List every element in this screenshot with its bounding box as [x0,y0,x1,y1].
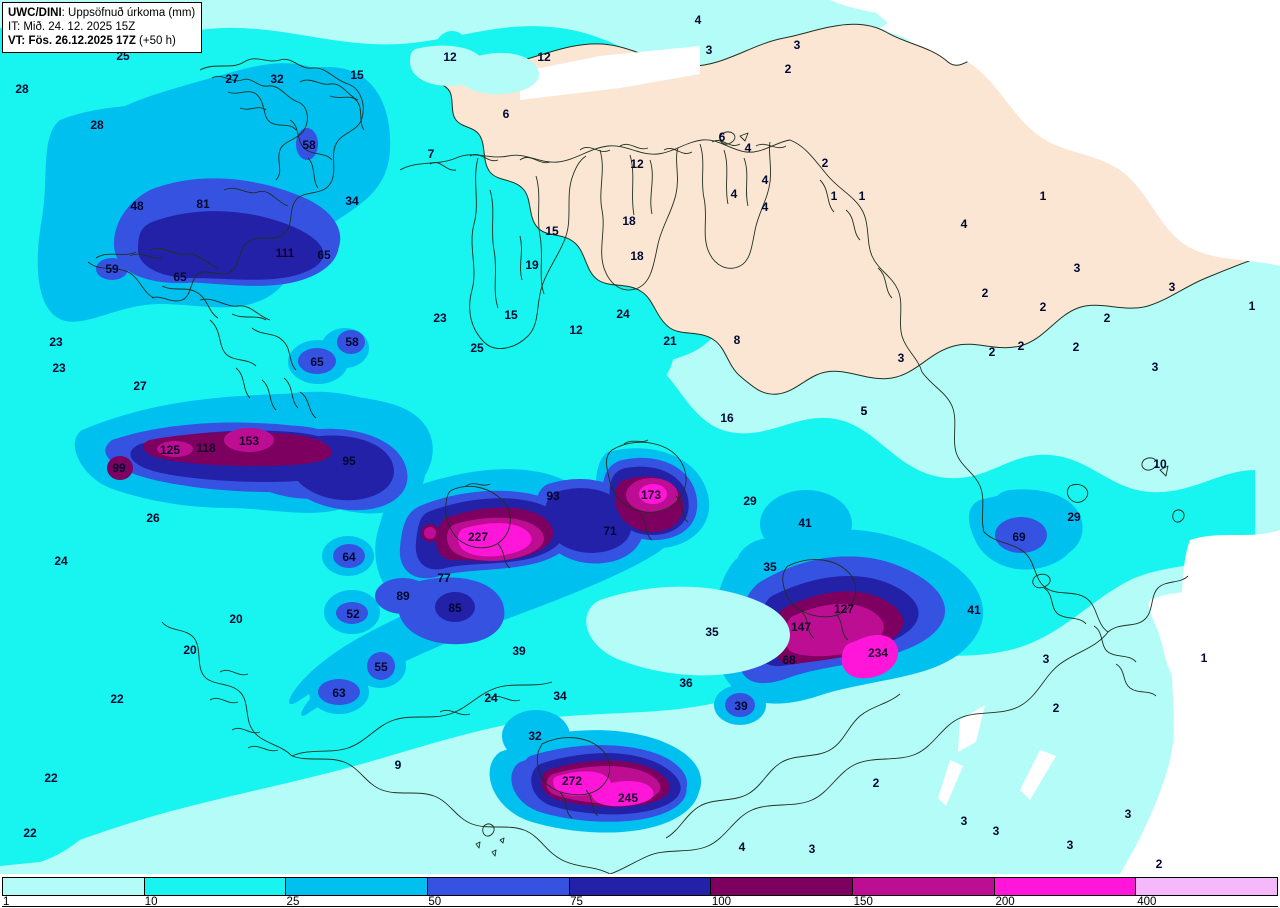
legend-tick-75: 75 [570,896,583,908]
legend-tick-10: 10 [144,896,158,908]
legend-swatch-10 [144,878,287,895]
legend-swatch-50 [428,878,570,895]
precipitation-contour-field [0,0,1280,874]
valid-time: VT: Fös. 26.12.2025 17Z [8,35,136,48]
map-canvas[interactable]: 28 28 25 27 32 15 58 81 48 34 111 65 59 65 23 23 58 65 27 1… [0,0,1280,874]
title-box: UWC/DINI: Uppsöfnuð úrkoma (mm) IT: Mið.… [2,2,203,54]
lead-time: (+50 h) [135,35,176,48]
legend-baseline [2,906,1278,907]
legend-swatch-400 [1136,878,1278,895]
legend-swatch-150 [853,878,995,895]
legend-tick-100: 100 [711,896,732,908]
legend-tick-150: 150 [853,896,873,908]
legend-tick-50: 50 [428,896,442,908]
model-name: UWC/DINI [8,7,62,19]
title-line-init: IT: Mið. 24. 12. 2025 15Z [8,21,136,34]
legend-swatch-25 [286,878,429,895]
parameter-name: : Uppsöfnuð úrkoma (mm) [61,7,196,19]
title-line-valid: VT: Fös. 26.12.2025 17Z (+50 h) [8,34,195,48]
legend-swatch-75 [569,878,712,895]
legend-tick-25: 25 [286,896,300,908]
title-line-model: UWC/DINI: Uppsöfnuð úrkoma (mm) [8,6,195,20]
legend-swatch-1 [3,878,145,895]
legend-tick-200: 200 [995,896,1015,908]
legend-tick-400: 400 [1137,896,1157,908]
legend-swatch-100 [711,878,854,895]
legend-tick-labels: 1 10 25 50 75 100 150 200 400 [0,896,1280,908]
color-legend: 1 10 25 50 75 100 150 200 400 [0,874,1280,908]
legend-tick-1: 1 [3,896,10,908]
legend-swatch-200 [994,878,1137,895]
legend-color-bar[interactable] [2,877,1278,896]
